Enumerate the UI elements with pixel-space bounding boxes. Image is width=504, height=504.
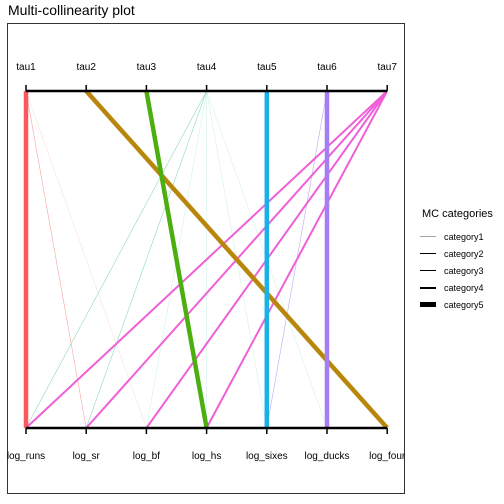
legend-entry-category5: category5: [420, 296, 493, 313]
link-tau4-log_runs: [25, 90, 207, 429]
legend-label: category4: [444, 282, 484, 293]
legend-key-line: [420, 286, 438, 289]
legend-label: category5: [444, 299, 484, 310]
legend-key-line: [420, 236, 438, 237]
legend-entry-category2: category2: [420, 245, 493, 262]
plot-panel-border: [7, 23, 405, 494]
link-tau3-log_hs: [144, 90, 209, 429]
link-tau2-log_four: [84, 89, 389, 430]
top-label-tau6: tau6: [317, 62, 337, 73]
chart-title: Multi-collinearity plot: [8, 2, 135, 18]
legend-label: category1: [444, 231, 484, 242]
legend-key-line: [420, 302, 438, 307]
link-tau1-log_bf: [25, 90, 147, 429]
bottom-label-log_bf: log_bf: [133, 451, 160, 462]
bottom-label-log_runs: log_runs: [7, 451, 45, 462]
legend-key-line: [420, 270, 438, 271]
bottom-label-log_ducks: log_ducks: [304, 451, 349, 462]
legend-key-line: [420, 253, 438, 254]
link-tau4-log_sr: [85, 90, 207, 429]
top-label-tau5: tau5: [257, 62, 277, 73]
bottom-label-log_sr: log_sr: [73, 451, 101, 462]
bottom-label-log_hs: log_hs: [192, 451, 221, 462]
top-label-tau2: tau2: [76, 62, 96, 73]
legend: MC categories category1 category2 category…: [420, 208, 493, 313]
top-label-tau1: tau1: [16, 62, 36, 73]
bottom-label-log_four: log_four: [369, 451, 406, 462]
legend-title: MC categories: [422, 208, 493, 220]
link-tau7-log_hs: [205, 90, 389, 429]
bottom-label-log_sixes: log_sixes: [246, 451, 288, 462]
top-label-tau7: tau7: [377, 62, 397, 73]
link-tau1-log_sr: [25, 90, 87, 429]
top-label-tau3: tau3: [137, 62, 157, 73]
legend-label: category2: [444, 248, 484, 259]
legend-entry-category3: category3: [420, 262, 493, 279]
top-label-tau4: tau4: [197, 62, 217, 73]
legend-entry-category1: category1: [420, 228, 493, 245]
legend-entry-category4: category4: [420, 279, 493, 296]
legend-label: category3: [444, 265, 484, 276]
